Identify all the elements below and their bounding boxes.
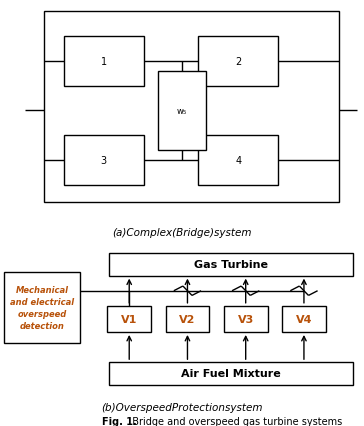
Bar bbox=[166, 306, 209, 332]
Text: (a)Complex(Bridge)system: (a)Complex(Bridge)system bbox=[112, 227, 252, 237]
Text: (b)OverspeedProtectionsystem: (b)OverspeedProtectionsystem bbox=[101, 402, 263, 412]
Bar bbox=[198, 37, 278, 86]
Text: Bridge and overspeed gas turbine systems: Bridge and overspeed gas turbine systems bbox=[126, 416, 342, 426]
Bar bbox=[282, 306, 326, 332]
Text: Mechanical
and electrical
overspeed
detection: Mechanical and electrical overspeed dete… bbox=[10, 286, 74, 330]
Bar bbox=[224, 306, 268, 332]
Text: V3: V3 bbox=[238, 314, 254, 324]
Text: 1: 1 bbox=[101, 57, 107, 67]
Bar bbox=[107, 306, 151, 332]
Bar bbox=[44, 12, 339, 203]
Bar bbox=[64, 37, 144, 86]
Text: V2: V2 bbox=[179, 314, 195, 324]
Text: 3: 3 bbox=[101, 155, 107, 166]
Bar bbox=[158, 72, 206, 151]
Text: V4: V4 bbox=[296, 314, 312, 324]
Bar bbox=[109, 253, 353, 276]
Bar bbox=[198, 136, 278, 185]
Text: 2: 2 bbox=[235, 57, 242, 67]
Text: V1: V1 bbox=[121, 314, 137, 324]
Text: Gas Turbine: Gas Turbine bbox=[194, 260, 268, 270]
Bar bbox=[4, 272, 80, 343]
Bar bbox=[64, 136, 144, 185]
Text: Air Fuel Mixture: Air Fuel Mixture bbox=[181, 368, 281, 379]
Bar bbox=[109, 362, 353, 385]
Text: w₅: w₅ bbox=[177, 106, 187, 116]
Text: Fig. 1.: Fig. 1. bbox=[102, 416, 136, 426]
Text: 4: 4 bbox=[236, 155, 241, 166]
